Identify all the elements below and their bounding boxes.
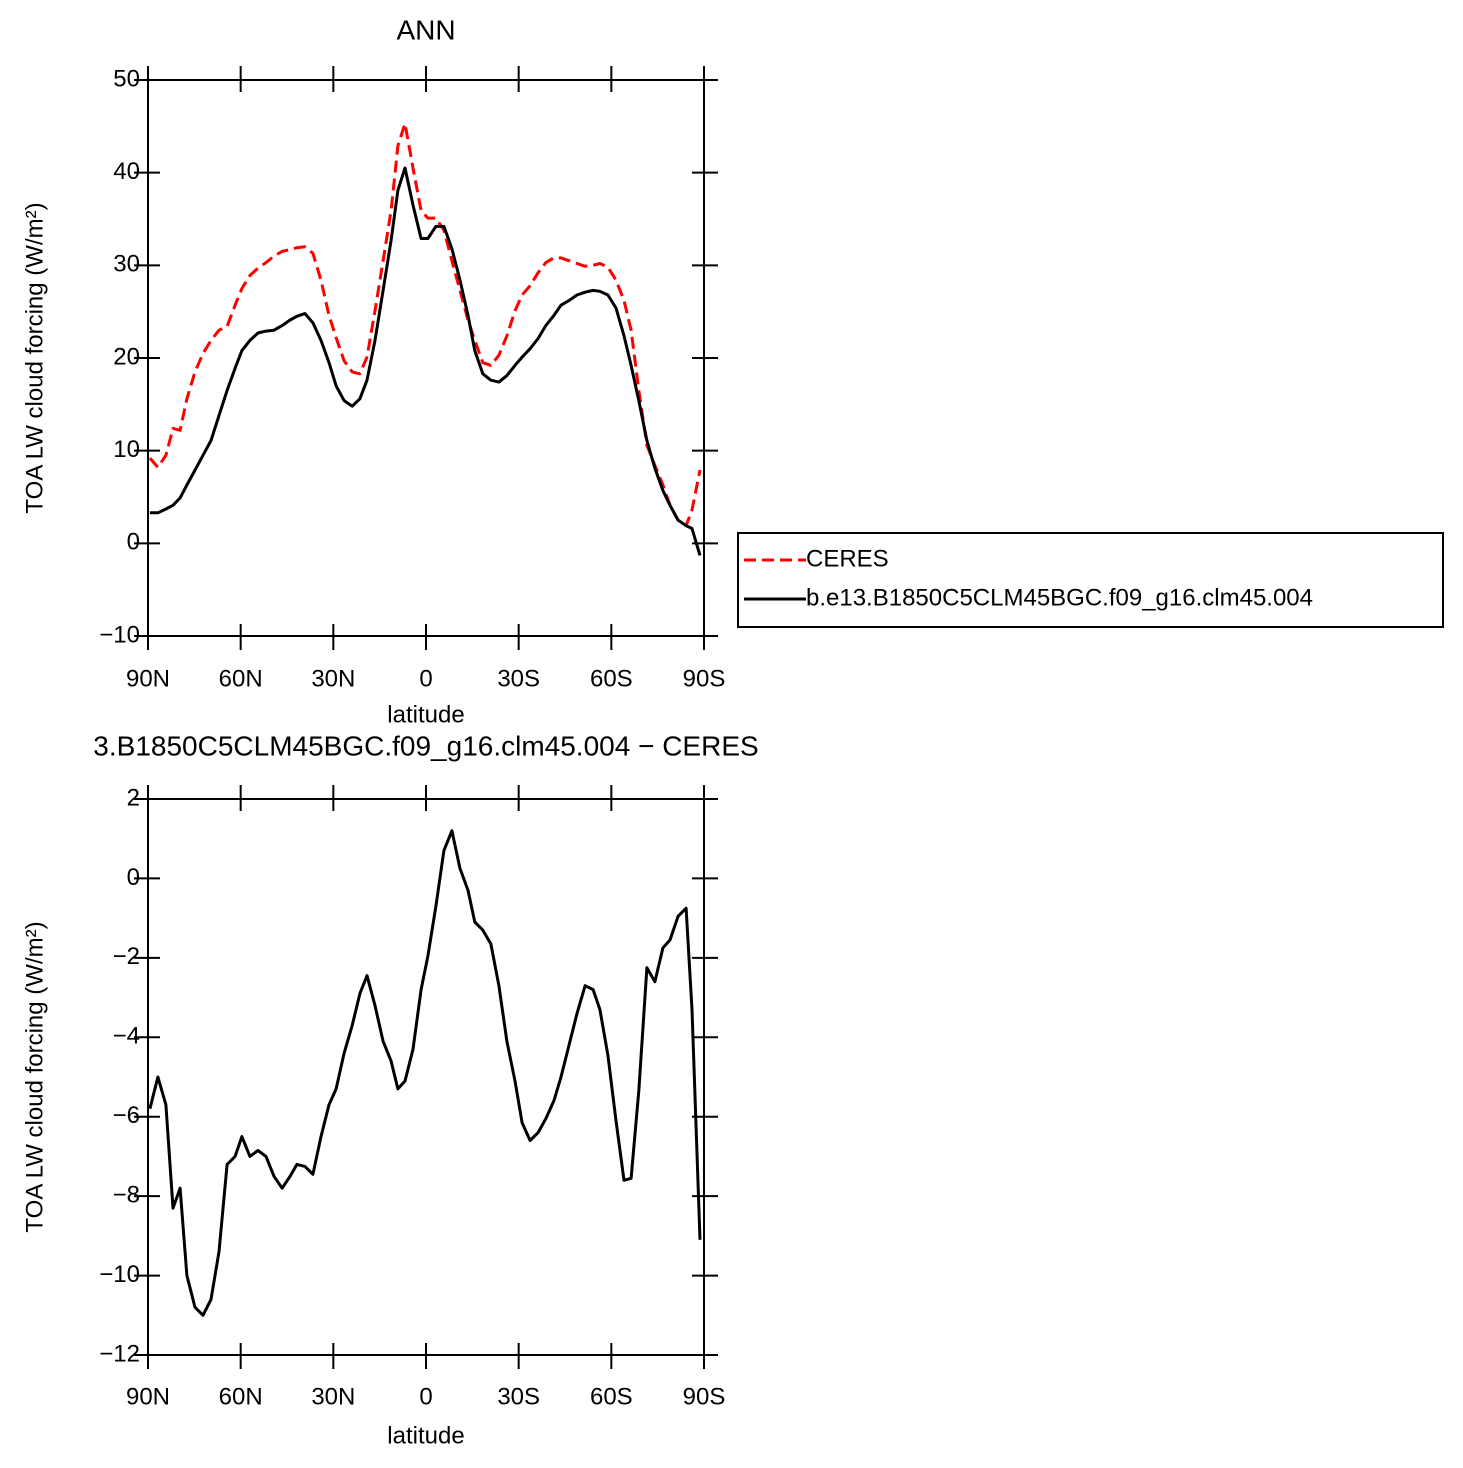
- y-tick-label: −2: [113, 943, 140, 970]
- y-axis-label: TOA LW cloud forcing (W/m²): [21, 921, 48, 1232]
- x-tick-label: 60N: [219, 665, 263, 692]
- y-tick-label: −12: [99, 1340, 140, 1367]
- series-line: [149, 166, 702, 556]
- y-axis-label: TOA LW cloud forcing (W/m²): [21, 202, 48, 513]
- x-tick-label: 60S: [590, 665, 633, 692]
- legend-box: [737, 532, 1444, 628]
- y-tick-label: 0: [127, 529, 140, 556]
- chart-title: 3.B1850C5CLM45BGC.f09_g16.clm45.004 − CE…: [93, 730, 758, 761]
- y-tick-label: 20: [113, 343, 140, 370]
- y-tick-label: −10: [99, 1261, 140, 1288]
- x-tick-label: 30S: [497, 1383, 540, 1410]
- x-tick-label: 90S: [683, 1383, 726, 1410]
- plot-frame: [147, 798, 705, 1356]
- chart-title: ANN: [396, 14, 455, 45]
- x-tick-label: 60N: [219, 1383, 263, 1410]
- y-tick-label: −8: [113, 1181, 140, 1208]
- y-tick-label: 0: [127, 864, 140, 891]
- plot-frame: [147, 79, 705, 637]
- y-tick-label: −4: [113, 1023, 140, 1050]
- y-tick-label: 2: [127, 784, 140, 811]
- x-tick-label: 90N: [126, 1383, 170, 1410]
- x-tick-label: 30S: [497, 665, 540, 692]
- y-tick-label: −10: [99, 621, 140, 648]
- series-line: [148, 829, 702, 1317]
- series-line: [148, 122, 702, 528]
- y-tick-label: −6: [113, 1102, 140, 1129]
- x-tick-label: 0: [419, 665, 432, 692]
- x-tick-label: 90N: [126, 665, 170, 692]
- x-tick-label: 60S: [590, 1383, 633, 1410]
- y-tick-label: 10: [113, 436, 140, 463]
- y-tick-label: 30: [113, 251, 140, 278]
- x-tick-label: 0: [419, 1383, 432, 1410]
- x-tick-label: 30N: [311, 665, 355, 692]
- x-axis-label: latitude: [387, 701, 464, 728]
- y-tick-label: 50: [113, 65, 140, 92]
- legend-label: CERES: [806, 545, 889, 572]
- x-tick-label: 30N: [311, 1383, 355, 1410]
- x-tick-label: 90S: [683, 665, 726, 692]
- x-axis-label: latitude: [387, 1422, 464, 1449]
- legend-label: b.e13.B1850C5CLM45BGC.f09_g16.clm45.004: [806, 584, 1313, 611]
- y-tick-label: 40: [113, 158, 140, 185]
